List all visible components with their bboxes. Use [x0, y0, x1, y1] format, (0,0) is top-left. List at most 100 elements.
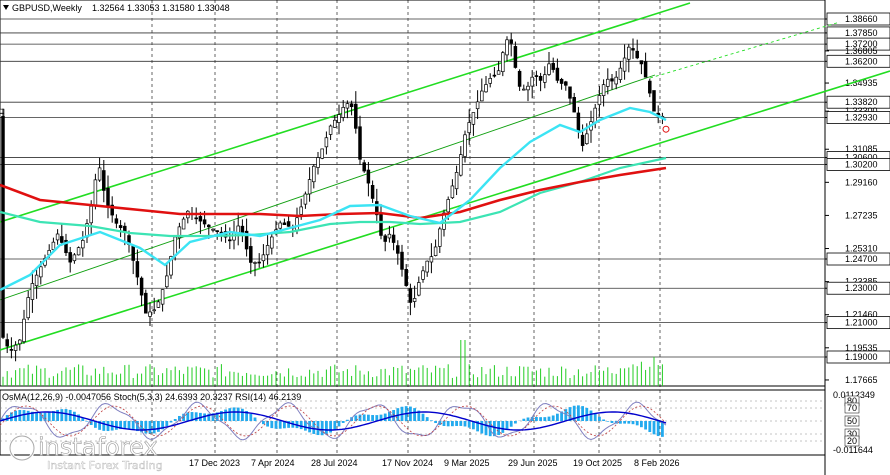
stoch-main-line	[0, 401, 667, 441]
osma-bar	[232, 407, 236, 421]
candle-body	[383, 235, 387, 242]
osma-bar	[190, 412, 194, 421]
candle-body	[39, 266, 43, 278]
osma-bar	[144, 421, 148, 434]
candle-body	[160, 289, 165, 305]
osma-bar	[173, 418, 177, 421]
candle-body	[307, 179, 312, 195]
osma-bar	[329, 421, 332, 433]
osma-bar	[5, 415, 9, 421]
oscillator-level-box	[844, 402, 860, 414]
candle-body	[22, 318, 26, 342]
price-level-box	[826, 252, 890, 266]
osma-bar	[451, 421, 454, 427]
candle-body	[471, 112, 476, 125]
osma-bar	[236, 407, 240, 421]
osma-bar	[31, 411, 34, 421]
candle-body	[614, 76, 618, 85]
candle-body	[72, 254, 77, 262]
candle-body	[228, 239, 232, 242]
osma-bar	[304, 421, 307, 431]
candle-body	[9, 349, 14, 351]
candle-body	[375, 201, 379, 216]
candle-body	[13, 344, 18, 351]
oscillator-level-label: 50	[847, 416, 857, 426]
price-tick-label: 1.30200	[845, 159, 878, 169]
candle-body	[181, 218, 186, 230]
osma-bar	[522, 418, 526, 421]
candle-body	[463, 134, 467, 157]
candle-body	[417, 282, 421, 296]
osma-bar	[652, 421, 656, 435]
candle-body	[64, 239, 68, 254]
price-tick-label: 1.36200	[845, 56, 878, 66]
osma-bar	[547, 416, 551, 421]
candle-body	[391, 234, 396, 243]
osma-bar	[526, 417, 530, 421]
candle-body	[106, 187, 110, 207]
osma-bar	[438, 421, 442, 425]
candle-body	[18, 339, 22, 345]
candle-body	[467, 122, 471, 134]
osma-bar	[253, 417, 257, 421]
candle-body	[370, 185, 375, 199]
candle-body	[513, 46, 518, 68]
oscillator-level-box	[844, 415, 860, 427]
osma-bar	[585, 407, 589, 421]
osma-bar	[505, 421, 509, 430]
candle-body	[576, 112, 581, 132]
osma-bar	[430, 420, 433, 421]
osma-bar	[635, 421, 639, 426]
osma-bar	[308, 421, 311, 433]
osma-bar	[10, 412, 13, 421]
osma-bar	[514, 421, 517, 424]
osma-bar	[551, 415, 555, 421]
osma-bar	[249, 414, 253, 421]
price-tick-label: 1.19535	[845, 343, 878, 353]
candle-body	[249, 246, 253, 263]
osma-bar	[325, 421, 328, 435]
candle-body	[202, 219, 207, 225]
ma-mid-line	[0, 156, 667, 238]
osma-bar	[39, 413, 43, 421]
ma-fast-line	[0, 106, 667, 292]
osma-bar	[413, 408, 416, 421]
osma-bar	[186, 412, 190, 421]
price-tick-label: 1.21000	[845, 318, 878, 328]
candle-body	[60, 236, 64, 243]
price-level-box	[826, 316, 890, 330]
osma-bar	[77, 414, 80, 421]
osma-bar	[152, 421, 156, 434]
osma-bar	[392, 410, 395, 421]
osma-bar	[463, 421, 467, 427]
candle-body	[270, 236, 274, 249]
volume-group	[2, 340, 663, 386]
osma-bar	[127, 421, 131, 430]
osma-bar	[119, 421, 122, 430]
osma-bar	[560, 411, 563, 421]
candle-body	[501, 52, 505, 72]
price-tick-label: 1.21460	[845, 310, 878, 320]
osma-bar	[572, 405, 576, 421]
candle-body	[559, 78, 564, 84]
candle-body	[177, 226, 182, 239]
channel-mid-line	[0, 74, 656, 301]
osma-bar	[52, 411, 55, 421]
osma-bar	[476, 421, 479, 432]
osma-bar	[98, 421, 101, 430]
osma-bar	[241, 408, 244, 421]
candle-body	[303, 193, 308, 205]
candle-body	[593, 107, 597, 124]
osma-bar	[102, 421, 106, 431]
last-price-marker	[662, 125, 670, 133]
osma-bar	[610, 421, 614, 423]
candle-body	[572, 97, 576, 113]
osma-bar	[278, 421, 282, 429]
candle-body	[173, 236, 177, 256]
osma-bar	[644, 421, 647, 430]
osma-bar	[640, 421, 643, 428]
osma-bar	[564, 409, 568, 421]
candle-body	[337, 114, 341, 123]
price-tick-label: 1.24700	[845, 254, 878, 264]
